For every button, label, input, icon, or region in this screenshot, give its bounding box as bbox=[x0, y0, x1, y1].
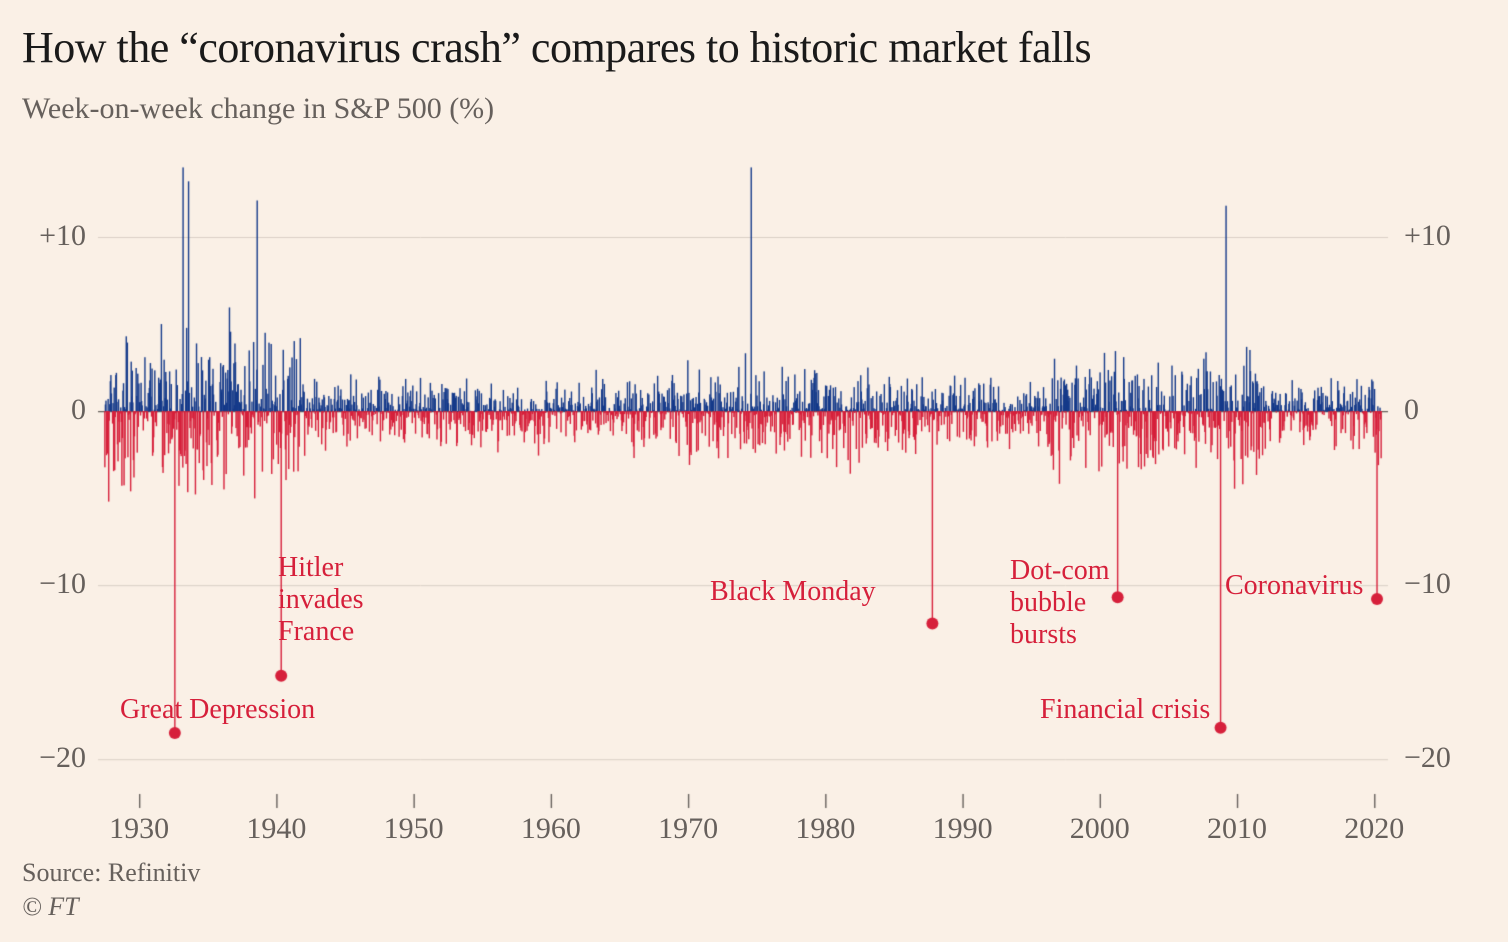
x-tick-label: 2010 bbox=[1207, 812, 1267, 846]
source-line: Source: Refinitiv bbox=[22, 858, 200, 888]
y-tick-label: −10 bbox=[1404, 567, 1451, 601]
x-tick-label: 1970 bbox=[658, 812, 718, 846]
annotation-label: Coronavirus bbox=[1225, 570, 1363, 602]
x-tick-label: 1990 bbox=[933, 812, 993, 846]
x-tick-label: 1930 bbox=[109, 812, 169, 846]
chart-frame: How the “coronavirus crash” compares to … bbox=[0, 0, 1508, 942]
y-tick-label: +10 bbox=[39, 219, 86, 253]
y-tick-label: 0 bbox=[71, 393, 86, 427]
annotation-label: Great Depression bbox=[120, 694, 315, 726]
y-tick-label: −10 bbox=[39, 567, 86, 601]
y-tick-label: −20 bbox=[39, 741, 86, 775]
x-tick-label: 1980 bbox=[795, 812, 855, 846]
y-tick-label: −20 bbox=[1404, 741, 1451, 775]
x-tick-label: 2020 bbox=[1344, 812, 1404, 846]
x-tick-label: 1950 bbox=[384, 812, 444, 846]
x-tick-label: 2000 bbox=[1070, 812, 1130, 846]
annotation-label: Black Monday bbox=[710, 576, 876, 608]
annotation-label: Hitler invades France bbox=[278, 552, 364, 649]
annotation-label: Dot-com bubble bursts bbox=[1010, 555, 1110, 652]
x-tick-label: 1960 bbox=[521, 812, 581, 846]
annotation-label: Financial crisis bbox=[1040, 694, 1210, 726]
copyright-line: © FT bbox=[22, 892, 79, 922]
sp500-weekly-change-chart bbox=[0, 0, 1508, 942]
x-tick-label: 1940 bbox=[246, 812, 306, 846]
y-tick-label: 0 bbox=[1404, 393, 1419, 427]
y-tick-label: +10 bbox=[1404, 219, 1451, 253]
